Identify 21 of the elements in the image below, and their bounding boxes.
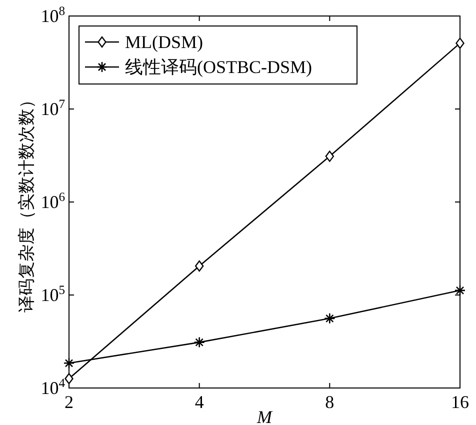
point — [325, 150, 334, 162]
y-tick-label: 10$^{8}$ — [40, 4, 65, 26]
point — [456, 38, 464, 49]
x-tick-label: 16 — [451, 392, 469, 412]
y-tick-label: 10$^{4}$ — [40, 376, 66, 398]
point — [194, 336, 205, 348]
x-axis-title: M — [256, 407, 273, 425]
legend-label: 线性译码(OSTBC-DSM) — [125, 57, 312, 77]
x-tick-label: 8 — [325, 392, 334, 412]
legend-label: ML(DSM) — [125, 32, 204, 52]
point — [64, 373, 74, 384]
point — [454, 284, 466, 296]
point — [63, 358, 75, 369]
y-tick-label: 10$^{6}$ — [40, 190, 65, 212]
y-tick-label: 10$^{7}$ — [40, 97, 65, 119]
x-tick-label: 2 — [64, 392, 74, 412]
point — [324, 312, 336, 324]
x-tick-label: 4 — [194, 392, 204, 412]
point — [194, 260, 204, 272]
y-axis-title: 译码复杂度（实数计数次数） — [17, 92, 36, 312]
y-tick-label: 10$^{5}$ — [40, 283, 65, 305]
